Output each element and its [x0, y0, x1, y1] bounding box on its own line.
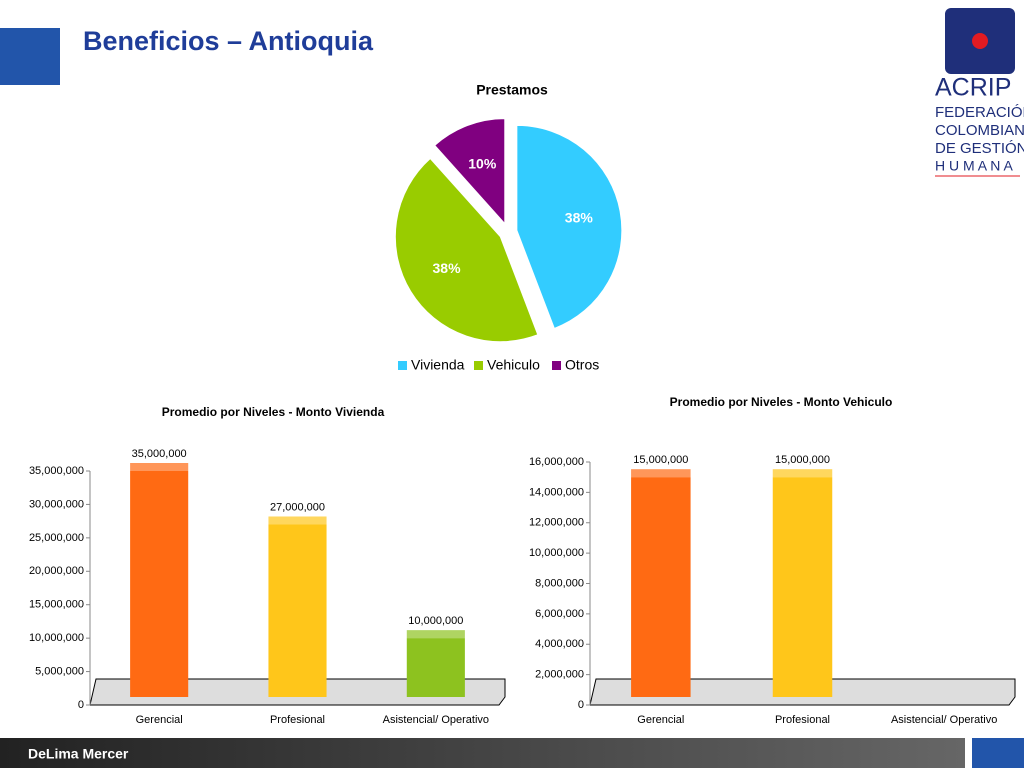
y-tick-label: 35,000,000	[29, 465, 84, 477]
bar	[268, 524, 327, 697]
logo-text: DE GESTIÓN	[935, 140, 1024, 157]
y-tick-label: 0	[578, 699, 584, 711]
y-tick-label: 5,000,000	[35, 665, 84, 677]
y-tick-label: 14,000,000	[529, 486, 584, 498]
y-tick-label: 20,000,000	[29, 565, 84, 577]
data-label: 10%	[468, 155, 497, 171]
y-tick-label: 30,000,000	[29, 498, 84, 510]
y-tick-label: 4,000,000	[535, 638, 584, 650]
chart-title: Promedio por Niveles - Monto Vehiculo	[670, 395, 893, 409]
legend-swatch	[398, 361, 407, 370]
y-tick-label: 8,000,000	[535, 577, 584, 589]
legend-label: Otros	[565, 357, 599, 373]
data-label: 10,000,000	[408, 615, 463, 627]
logo-text: H U M A N A	[935, 158, 1013, 174]
chart-title: Prestamos	[476, 82, 548, 98]
x-tick-label: Gerencial	[637, 714, 684, 726]
x-tick-label: Profesional	[270, 714, 325, 726]
legend-label: Vivienda	[411, 357, 465, 373]
legend-swatch	[474, 361, 483, 370]
y-tick-label: 2,000,000	[535, 669, 584, 681]
bar-top	[406, 630, 465, 639]
x-tick-label: Asistencial/ Operativo	[383, 714, 489, 726]
chart-title: Promedio por Niveles - Monto Vivienda	[162, 405, 385, 419]
pie-slice	[516, 124, 623, 330]
footer-bar	[0, 738, 965, 768]
data-label: 15,000,000	[775, 454, 830, 466]
logo-dot	[972, 33, 988, 49]
bar	[631, 477, 691, 697]
corner-square	[0, 28, 60, 85]
x-tick-label: Asistencial/ Operativo	[891, 714, 997, 726]
data-label: 38%	[433, 260, 462, 276]
bar-top	[268, 516, 327, 525]
logo-text: ACRIP	[935, 74, 1011, 102]
logo: ACRIP FEDERACIÓN COLOMBIANA DE GESTIÓN H…	[935, 8, 1024, 177]
bar	[130, 471, 189, 697]
x-tick-label: Profesional	[775, 714, 830, 726]
y-tick-label: 12,000,000	[529, 517, 584, 529]
pie-slice	[394, 157, 539, 343]
y-tick-label: 15,000,000	[29, 599, 84, 611]
legend-label: Vehiculo	[487, 357, 540, 373]
bar	[772, 477, 833, 697]
logo-text: COLOMBIANA	[935, 122, 1024, 139]
data-label: 15,000,000	[633, 454, 688, 466]
footer-text: DeLima Mercer	[28, 746, 129, 762]
bar-top	[772, 469, 833, 478]
y-tick-label: 25,000,000	[29, 532, 84, 544]
data-label: 38%	[565, 210, 594, 226]
data-label: 35,000,000	[132, 448, 187, 460]
y-tick-label: 6,000,000	[535, 608, 584, 620]
y-tick-label: 10,000,000	[529, 547, 584, 559]
logo-text: FEDERACIÓN	[935, 104, 1024, 121]
footer-square	[972, 738, 1024, 768]
legend-swatch	[552, 361, 561, 370]
y-tick-label: 10,000,000	[29, 632, 84, 644]
bar-top	[631, 469, 691, 478]
pie-slice	[434, 118, 506, 225]
y-tick-label: 16,000,000	[529, 456, 584, 468]
x-tick-label: Gerencial	[136, 714, 183, 726]
slide-title: Beneficios – Antioquia	[83, 26, 374, 56]
data-label: 27,000,000	[270, 501, 325, 513]
bar	[406, 638, 465, 697]
y-tick-label: 0	[78, 699, 84, 711]
bar-top	[130, 463, 189, 471]
